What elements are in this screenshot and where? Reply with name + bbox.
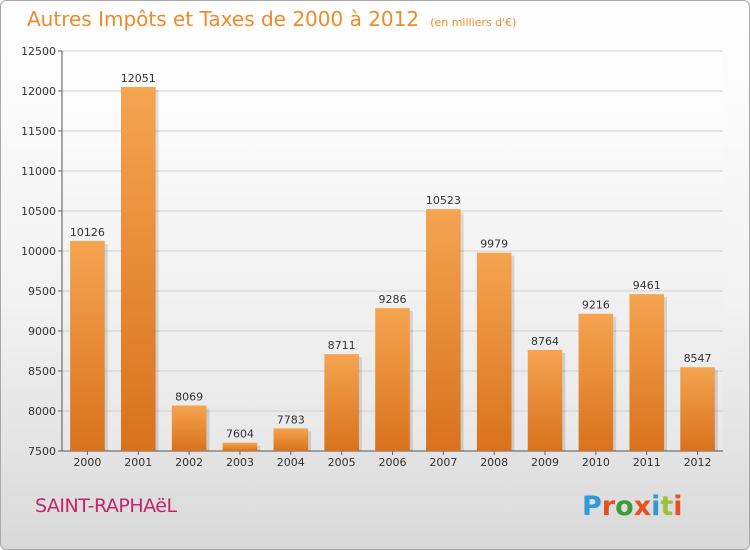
x-tick-label: 2008 bbox=[480, 456, 508, 469]
chart-title: Autres Impôts et Taxes de 2000 à 2012 bbox=[27, 7, 420, 31]
brand-logo: Proxiti bbox=[582, 491, 683, 522]
bar-value-label: 9461 bbox=[633, 279, 661, 292]
y-tick-label: 9500 bbox=[28, 285, 56, 298]
y-tick-label: 10000 bbox=[21, 245, 56, 258]
bar bbox=[324, 354, 359, 451]
bar-value-label: 9979 bbox=[480, 238, 508, 251]
brand-logo-letter: t bbox=[660, 491, 674, 522]
x-tick-label: 2000 bbox=[73, 456, 101, 469]
bar bbox=[222, 442, 258, 451]
brand-logo-letter: o bbox=[615, 491, 634, 522]
x-tick-label: 2003 bbox=[226, 456, 254, 469]
bar bbox=[273, 428, 309, 451]
y-tick-label: 10500 bbox=[21, 205, 56, 218]
bar-value-label: 8547 bbox=[684, 352, 712, 365]
bar-value-label: 12051 bbox=[121, 72, 156, 85]
chart-unit: (en milliers d'€) bbox=[430, 16, 517, 29]
bar bbox=[171, 405, 207, 451]
x-tick-label: 2007 bbox=[429, 456, 457, 469]
brand-logo-letter: x bbox=[633, 491, 652, 522]
bar-value-label: 8711 bbox=[328, 339, 356, 352]
bar bbox=[680, 367, 715, 451]
x-tick-label: 2006 bbox=[379, 456, 407, 469]
bar-value-label: 9286 bbox=[379, 293, 407, 306]
y-tick-label: 11500 bbox=[21, 125, 56, 138]
x-tick-label: 2009 bbox=[531, 456, 559, 469]
bar bbox=[375, 308, 410, 451]
bar-value-label: 7783 bbox=[277, 413, 305, 426]
y-tick-label: 12500 bbox=[21, 45, 56, 58]
x-tick-label: 2001 bbox=[124, 456, 152, 469]
brand-logo-letter: P bbox=[582, 491, 602, 522]
commune-name: SAINT-RAPHAëL bbox=[35, 495, 177, 517]
bar-value-label: 8069 bbox=[175, 390, 203, 403]
bar bbox=[578, 313, 614, 451]
bar bbox=[476, 252, 512, 451]
chart-header: Autres Impôts et Taxes de 2000 à 2012 (e… bbox=[27, 7, 516, 31]
y-tick-label: 8500 bbox=[28, 365, 56, 378]
x-tick-label: 2012 bbox=[684, 456, 712, 469]
x-tick-label: 2002 bbox=[175, 456, 203, 469]
x-tick-label: 2005 bbox=[328, 456, 356, 469]
bar-value-label: 8764 bbox=[531, 335, 559, 348]
brand-logo-letter: i bbox=[673, 491, 683, 522]
bar-value-label: 7604 bbox=[226, 428, 254, 441]
bar-value-label: 10126 bbox=[70, 226, 105, 239]
brand-logo-letter: i bbox=[651, 491, 661, 522]
x-tick-label: 2011 bbox=[633, 456, 661, 469]
bar bbox=[629, 294, 665, 451]
bar bbox=[120, 86, 156, 452]
bar bbox=[70, 240, 105, 451]
bar-value-label: 9216 bbox=[582, 299, 610, 312]
y-tick-label: 8000 bbox=[28, 405, 56, 418]
y-tick-label: 12000 bbox=[21, 85, 56, 98]
x-tick-label: 2010 bbox=[582, 456, 610, 469]
x-tick-label: 2004 bbox=[277, 456, 305, 469]
y-tick-label: 11000 bbox=[21, 165, 56, 178]
y-tick-label: 9000 bbox=[28, 325, 56, 338]
y-tick-label: 7500 bbox=[28, 445, 56, 458]
bar bbox=[426, 209, 461, 451]
bar-value-label: 10523 bbox=[426, 194, 461, 207]
brand-logo-letter: r bbox=[601, 491, 616, 522]
bar bbox=[527, 349, 563, 451]
